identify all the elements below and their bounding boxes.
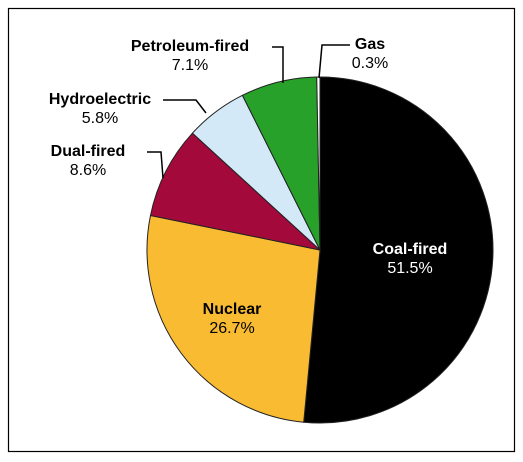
- slice-name: Hydroelectric: [49, 91, 151, 108]
- slice-name: Nuclear: [203, 301, 262, 318]
- leader-line: [318, 44, 350, 79]
- leader-line: [163, 99, 207, 114]
- slice-value-label: 7.1%: [172, 57, 208, 74]
- pie-slice: [303, 76, 494, 424]
- slice-name: Coal-fired: [373, 241, 448, 258]
- pie-slice: [146, 214, 321, 423]
- leader-line: [272, 46, 284, 83]
- slice-value-label: 8.6%: [70, 162, 106, 179]
- slice-value-label: 5.8%: [82, 110, 118, 127]
- leader-line: [147, 151, 164, 179]
- pie-slice: [149, 132, 322, 251]
- slice-name: Dual-fired: [51, 143, 126, 160]
- slice-value-label: 26.7%: [209, 320, 254, 337]
- slice-value-label: 0.3%: [352, 55, 388, 72]
- slice-name: Gas: [355, 36, 385, 53]
- slice-name: Petroleum-fired: [131, 38, 249, 55]
- slice-value-label: 51.5%: [387, 260, 432, 277]
